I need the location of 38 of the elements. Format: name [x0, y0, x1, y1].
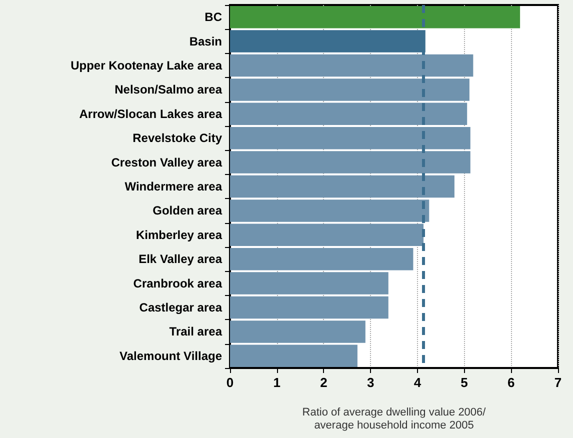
bar: [230, 78, 470, 101]
bar: [230, 54, 474, 77]
y-tick-label: Elk Valley area: [138, 252, 222, 266]
bar: [230, 6, 520, 28]
x-tick-label: 5: [460, 375, 468, 390]
bar: [230, 102, 468, 126]
bar: [230, 320, 366, 343]
bar: [230, 151, 470, 174]
bar: [230, 175, 454, 198]
y-tick-label: Basin: [189, 34, 222, 48]
bar: [230, 272, 388, 294]
y-tick-label: Kimberley area: [136, 228, 222, 242]
bar: [230, 344, 358, 368]
y-tick-label: Golden area: [152, 204, 222, 218]
x-tick-label: 4: [414, 375, 422, 390]
bar: [230, 296, 388, 319]
bar: [230, 200, 430, 222]
y-tick-label: BC: [204, 10, 222, 24]
x-tick-label: 2: [320, 375, 328, 390]
x-tick-label: 3: [366, 375, 374, 390]
bar: [230, 126, 470, 150]
bar: [230, 248, 414, 270]
x-tick-label: 7: [554, 375, 562, 390]
y-tick-label: Castlegar area: [139, 300, 222, 314]
y-tick-label: Valemount Village: [120, 348, 222, 363]
y-tick-label: Arrow/Slocan Lakes area: [79, 106, 222, 121]
y-tick-label: Creston Valley area: [111, 155, 222, 170]
x-tick-label: 1: [273, 375, 280, 390]
y-tick-label: Windermere area: [124, 180, 222, 194]
x-axis-title: Ratio of average dwelling value 2006/ average household income 2005: [302, 406, 487, 432]
y-tick-label: Nelson/Salmo area: [114, 82, 222, 97]
y-tick-label: Cranbrook area: [133, 276, 222, 290]
y-tick-label: Trail area: [169, 324, 222, 339]
y-tick-label: Revelstoke City: [132, 131, 222, 146]
y-tick-label: Upper Kootenay Lake area: [70, 58, 222, 72]
bar: [230, 224, 424, 246]
x-tick-label: 0: [226, 375, 234, 390]
x-tick-label: 6: [508, 375, 515, 390]
